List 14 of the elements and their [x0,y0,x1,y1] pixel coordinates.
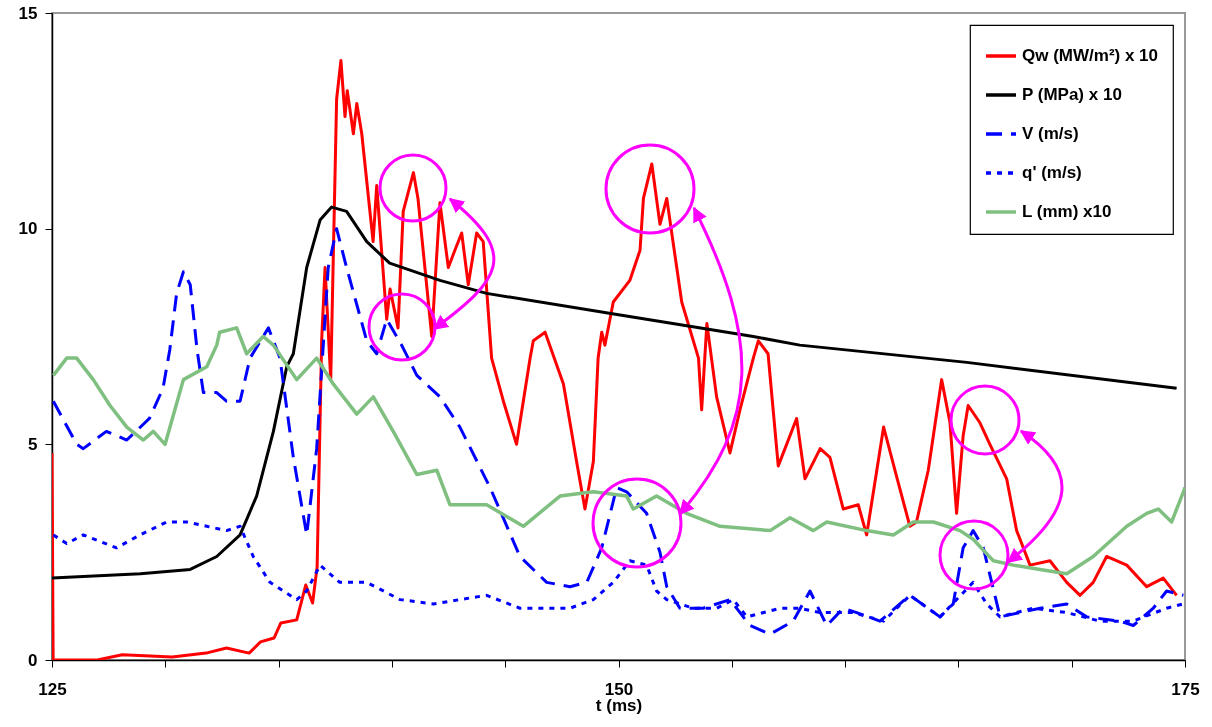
y-tick-label: 10 [18,219,38,239]
line-series [52,326,1185,576]
line-series [52,227,1185,636]
legend-label: P (MPa) x 10 [1022,85,1122,104]
y-tick-label: 0 [28,650,38,670]
line-series [52,205,1179,580]
legend-label: L (mm) x10 [1022,202,1112,221]
legend-label: Qw (MW/m²) x 10 [1022,46,1159,65]
y-tick-label: 15 [18,3,38,23]
legend-label: V (m/s) [1022,124,1079,143]
x-tick-label: 125 [38,679,67,699]
legend-label: q' (m/s) [1022,163,1082,182]
y-tick-label: 5 [28,434,38,454]
x-tick-label: 175 [1171,679,1200,699]
